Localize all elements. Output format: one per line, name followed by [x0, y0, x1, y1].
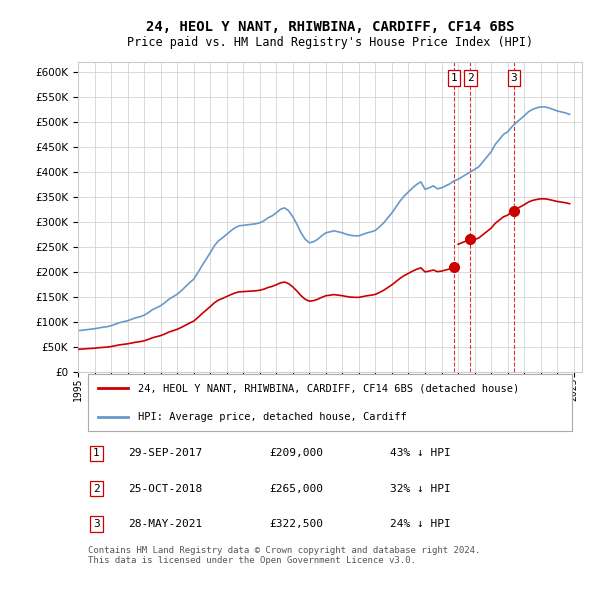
Text: 32% ↓ HPI: 32% ↓ HPI	[391, 484, 451, 494]
Text: £209,000: £209,000	[269, 448, 323, 458]
Text: 28-MAY-2021: 28-MAY-2021	[128, 519, 203, 529]
Text: 24% ↓ HPI: 24% ↓ HPI	[391, 519, 451, 529]
Text: 43% ↓ HPI: 43% ↓ HPI	[391, 448, 451, 458]
Text: 3: 3	[511, 73, 517, 83]
Text: HPI: Average price, detached house, Cardiff: HPI: Average price, detached house, Card…	[139, 412, 407, 422]
Text: 25-OCT-2018: 25-OCT-2018	[128, 484, 203, 494]
Text: £322,500: £322,500	[269, 519, 323, 529]
Text: 1: 1	[451, 73, 457, 83]
Text: 2: 2	[467, 73, 474, 83]
Text: £265,000: £265,000	[269, 484, 323, 494]
FancyBboxPatch shape	[88, 374, 572, 431]
Text: Price paid vs. HM Land Registry's House Price Index (HPI): Price paid vs. HM Land Registry's House …	[127, 36, 533, 49]
Text: 3: 3	[93, 519, 100, 529]
Text: 1: 1	[93, 448, 100, 458]
Text: 2: 2	[93, 484, 100, 494]
Text: Contains HM Land Registry data © Crown copyright and database right 2024.
This d: Contains HM Land Registry data © Crown c…	[88, 546, 481, 565]
Text: 29-SEP-2017: 29-SEP-2017	[128, 448, 203, 458]
Text: 24, HEOL Y NANT, RHIWBINA, CARDIFF, CF14 6BS: 24, HEOL Y NANT, RHIWBINA, CARDIFF, CF14…	[146, 19, 514, 34]
Text: 24, HEOL Y NANT, RHIWBINA, CARDIFF, CF14 6BS (detached house): 24, HEOL Y NANT, RHIWBINA, CARDIFF, CF14…	[139, 384, 520, 394]
